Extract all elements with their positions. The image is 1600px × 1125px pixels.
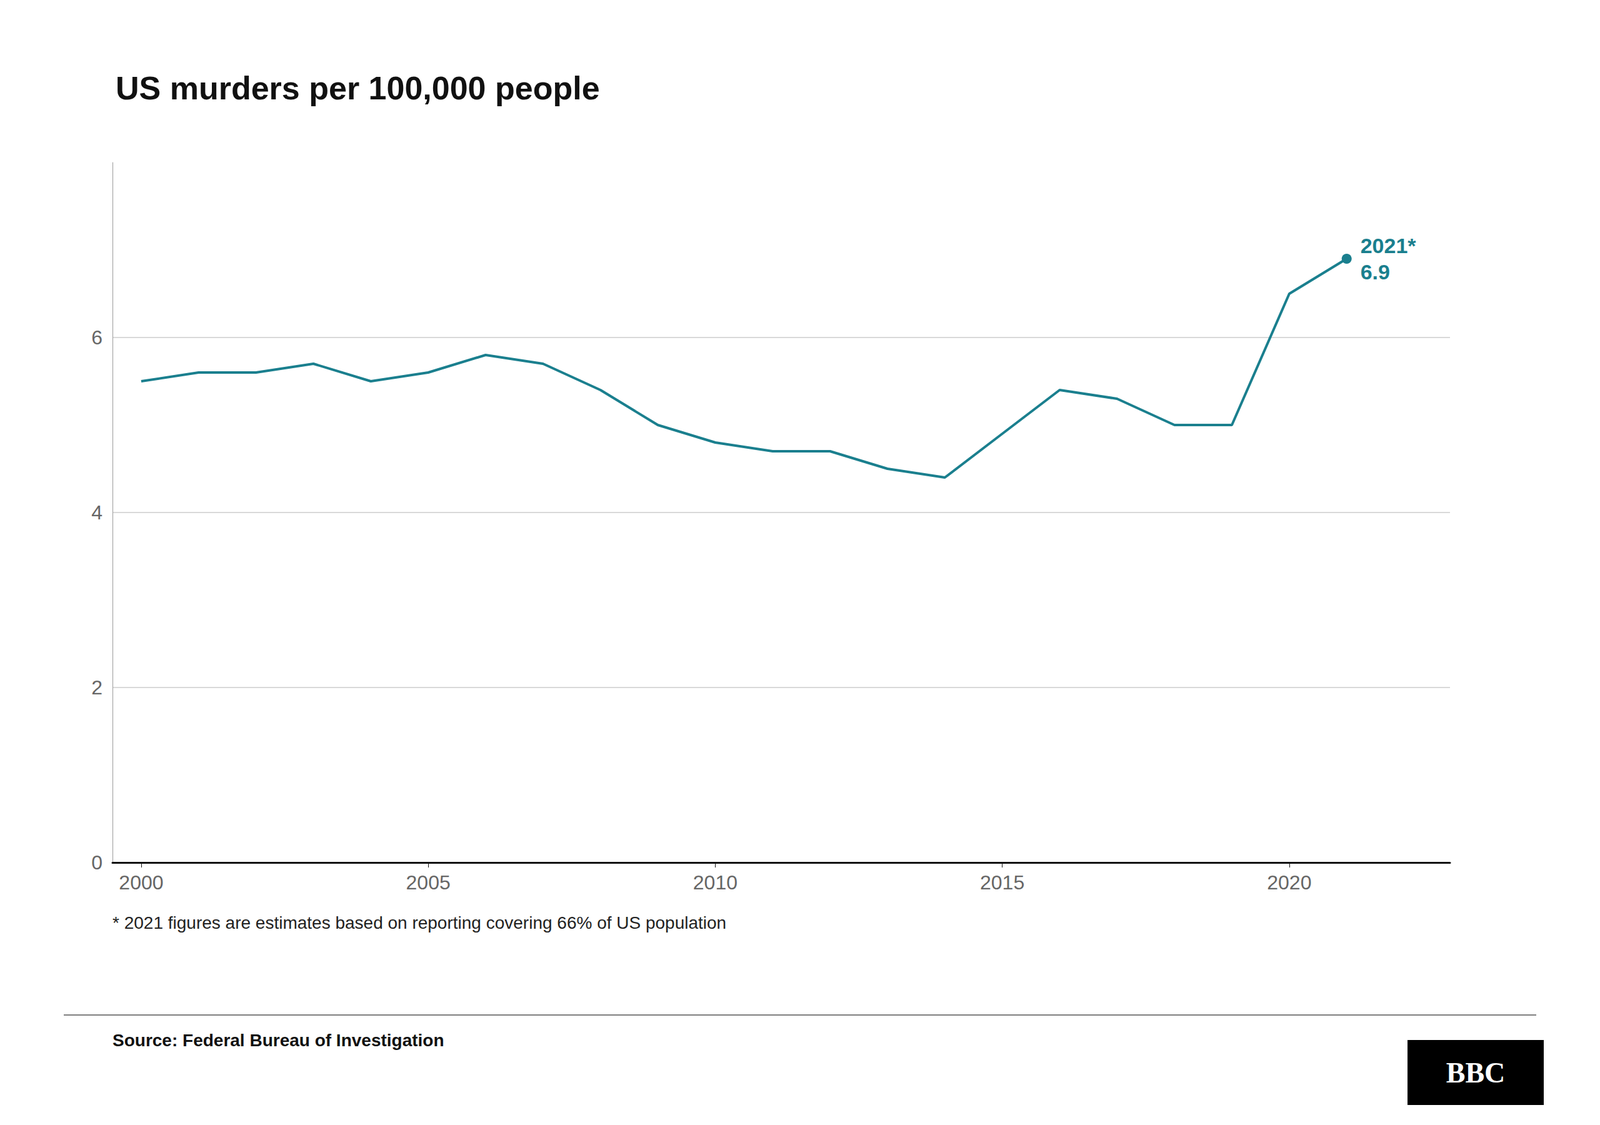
svg-text:6: 6	[91, 326, 103, 349]
svg-text:US murders per 100,000 people: US murders per 100,000 people	[115, 70, 600, 107]
svg-text:2000: 2000	[118, 871, 164, 894]
svg-text:* 2021 figures are estimates b: * 2021 figures are estimates based on re…	[112, 913, 727, 933]
svg-text:0: 0	[91, 851, 103, 874]
svg-text:2021*: 2021*	[1360, 233, 1417, 258]
svg-text:2020: 2020	[1266, 871, 1312, 894]
svg-text:4: 4	[91, 501, 103, 524]
svg-text:6.9: 6.9	[1360, 260, 1390, 284]
svg-text:2: 2	[91, 676, 103, 699]
svg-text:2015: 2015	[980, 871, 1025, 894]
svg-text:2010: 2010	[693, 871, 738, 894]
svg-text:2005: 2005	[406, 871, 451, 894]
svg-text:Source: Federal Bureau of Inve: Source: Federal Bureau of Investigation	[112, 1030, 445, 1050]
svg-text:BBC: BBC	[1446, 1056, 1506, 1089]
